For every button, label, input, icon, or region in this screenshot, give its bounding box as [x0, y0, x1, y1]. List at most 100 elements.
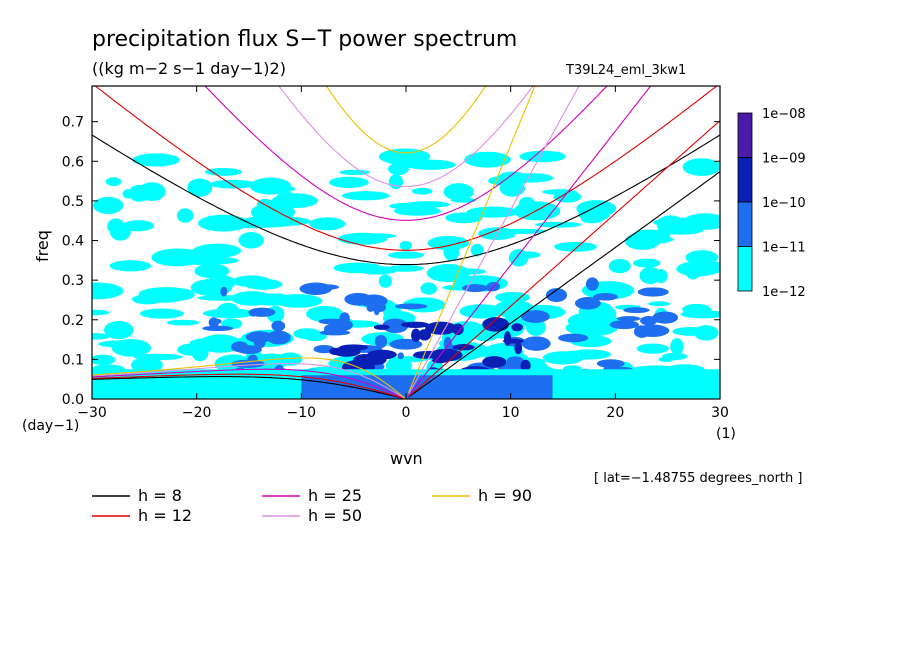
spectrum-cell — [603, 307, 617, 321]
spectrum-cell — [576, 200, 617, 217]
spectrum-cell — [466, 206, 519, 218]
colorbar-label: 1e−09 — [762, 152, 806, 167]
spectrum-cell — [388, 202, 433, 210]
x-tick-label: 20 — [606, 405, 624, 421]
colorbar-segment — [737, 201, 753, 247]
colorbar-label: 1e−12 — [762, 285, 806, 300]
x-tick-label: 30 — [711, 405, 729, 421]
spectrum-cell — [173, 249, 226, 256]
spectrum-cell — [685, 263, 701, 280]
spectrum-cell — [526, 318, 546, 336]
spectrum-band — [301, 375, 553, 399]
spectrum-cell — [313, 284, 340, 290]
spectrum-cell — [308, 217, 346, 231]
spectrum-cell — [420, 282, 438, 295]
spectrum-cell — [542, 351, 584, 365]
spectrum-cell — [411, 187, 433, 195]
spectrum-cell — [236, 345, 262, 355]
spectrum-cell — [514, 342, 523, 355]
spectrum-cell — [128, 184, 151, 202]
spectrum-cell — [400, 321, 430, 328]
spectrum-cell — [378, 274, 392, 288]
spectrum-cell — [356, 266, 398, 275]
spectrum-cell — [382, 318, 409, 334]
colorbar-segment — [737, 246, 753, 292]
spectrum-cell — [194, 263, 230, 279]
spectrum-cell — [616, 316, 641, 322]
spectrum-cell — [139, 308, 185, 319]
spectrum-cell — [352, 354, 378, 368]
spectrum-cell — [274, 294, 323, 308]
x-unit-label: (1) — [716, 426, 736, 442]
spectrum-cell — [133, 353, 183, 361]
spectrum-cell — [332, 346, 361, 357]
inertia-gravity-curve-h8 — [92, 134, 720, 266]
rossby-curve-h12 — [92, 373, 407, 399]
kelvin-curve-h12 — [408, 120, 720, 398]
spectrum-cell — [374, 302, 387, 313]
spectrum-cell — [608, 259, 631, 274]
spectrum-cell — [232, 275, 271, 288]
spectrum-cell — [130, 356, 163, 374]
spectrum-cell — [198, 334, 242, 353]
spectrum-cell — [277, 352, 303, 366]
spectrum-cell — [92, 333, 111, 340]
spectrum-cell — [220, 286, 228, 297]
spectrum-cell — [187, 178, 213, 197]
spectrum-cell — [482, 356, 507, 368]
spectrum-cell — [397, 352, 404, 360]
colorbar-label: 1e−10 — [762, 196, 806, 211]
kelvin-curve-h25 — [408, 86, 652, 397]
x-tick-label: −30 — [77, 405, 107, 421]
spectrum-cell — [558, 333, 589, 343]
spectrum-cell — [685, 250, 719, 265]
spectrum-cell — [191, 345, 209, 362]
spectrum-cell — [459, 304, 504, 319]
x-axis: −30 −20 −10 0 10 20 30 — [77, 86, 729, 421]
spectrum-cell — [637, 287, 669, 297]
x-tick-label: 10 — [502, 405, 520, 421]
spectrum-cell — [652, 311, 679, 324]
y-tick-label: 0.4 — [62, 234, 84, 250]
spectrum-cell — [596, 359, 625, 368]
spectrum-cell — [388, 174, 404, 190]
spectrum-cell — [488, 175, 528, 187]
spectrum-cell — [521, 336, 551, 351]
experiment-label: T39L24_eml_3kw1 — [565, 63, 686, 78]
spectrum-cell — [405, 159, 456, 170]
spectrum-cell — [574, 297, 601, 310]
inertia-gravity-curve-h25 — [204, 86, 608, 221]
spectrum-cell — [92, 354, 116, 365]
y-tick-label: 0.2 — [62, 313, 84, 329]
legend-label: h = 50 — [308, 506, 362, 525]
spectrum-cell — [388, 251, 425, 259]
y-tick-label: 0.0 — [62, 392, 84, 408]
spectrum-cell — [373, 324, 390, 330]
spectrum-cell — [585, 277, 599, 291]
inertia-gravity-curve-h12 — [94, 86, 718, 251]
spectrum-cell — [105, 177, 122, 187]
colorbar-label: 1e−11 — [762, 241, 806, 256]
spectrum-cell — [229, 222, 275, 229]
spectrum-cell — [399, 240, 413, 251]
spectrum-cell — [609, 320, 639, 330]
spectrum-cell — [503, 331, 512, 347]
y-axis-label: freq — [33, 230, 52, 262]
spectrum-cell — [98, 340, 148, 348]
spectrum-cell — [189, 256, 239, 265]
inertia-gravity-curve-h90 — [325, 86, 487, 154]
spectrum-cell — [306, 305, 344, 322]
spectrum-cell — [197, 295, 251, 301]
spectrum-cell — [339, 169, 371, 176]
spectrum-cell — [425, 321, 457, 335]
spectrum-cell — [554, 241, 597, 252]
x-tick-label: 0 — [402, 405, 411, 421]
y-axis: 0.0 0.1 0.2 0.3 0.4 0.5 0.6 0.7 — [62, 115, 720, 408]
spectrum-cell — [328, 176, 369, 188]
rossby-curve-h90 — [92, 357, 407, 399]
y-tick-label: 0.6 — [62, 154, 84, 170]
kelvin-curve-h90 — [408, 86, 536, 393]
chart-title: precipitation flux S−T power spectrum — [92, 27, 517, 52]
spectrum-cell — [518, 196, 536, 211]
spectrum-cell — [207, 275, 236, 290]
